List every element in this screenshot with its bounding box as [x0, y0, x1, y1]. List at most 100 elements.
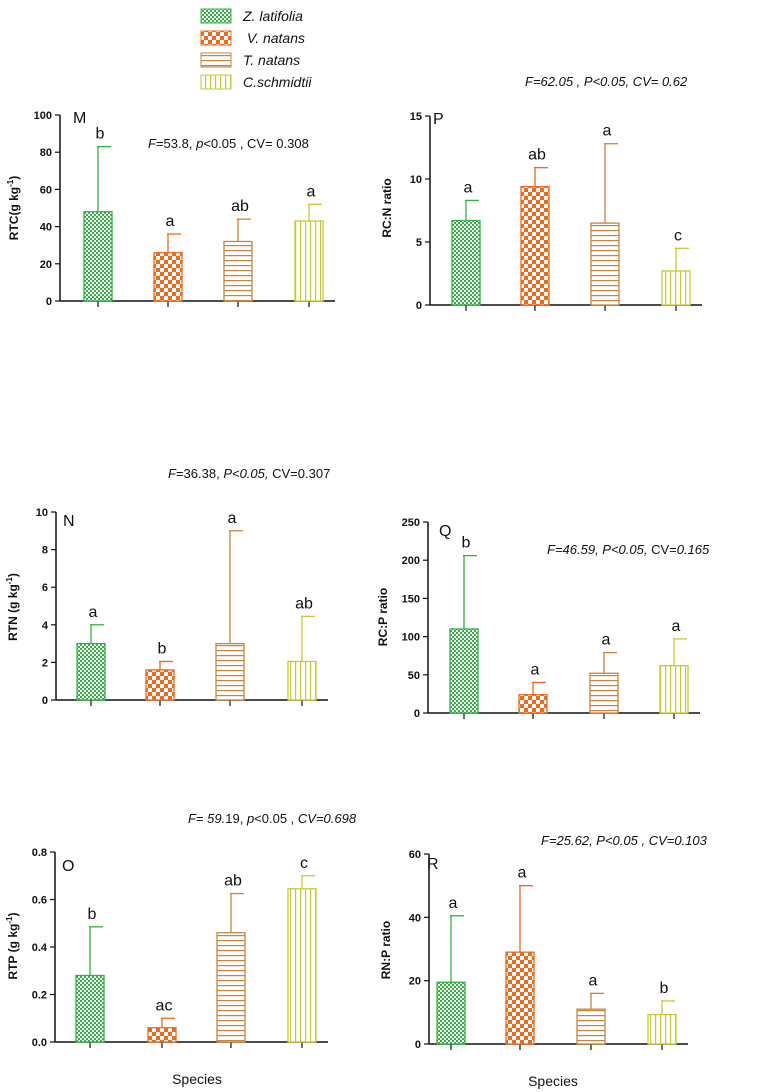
- panel-letter-o: O: [62, 858, 74, 875]
- y-tick-label-q: 150: [402, 593, 420, 605]
- bar-o-t-natans: [216, 932, 246, 1043]
- legend-label-t-natans: T. natans: [243, 52, 300, 68]
- chart-panel-o: 0.0 0.2 0.4 0.6 0.8 b ac ab c O RTP (g kg-1) F= 59.…: [5, 811, 357, 1087]
- y-tick-label-m: 80: [40, 147, 52, 159]
- significance-letter-m-t-natans: ab: [231, 198, 249, 215]
- y-tick-label-n: 4: [42, 620, 49, 632]
- significance-letter-o-t-natans: ab: [224, 873, 242, 890]
- y-tick-label-n: 0: [42, 695, 48, 707]
- significance-letter-q-z-latifolia: b: [462, 535, 471, 552]
- significance-letter-n-t-natans: a: [228, 510, 237, 527]
- legend-label-v-natans: V. natans: [243, 30, 305, 46]
- panel-letter-m: M: [73, 110, 86, 127]
- significance-letter-o-z-latifolia: b: [88, 906, 97, 923]
- y-tick-label-n: 6: [42, 582, 48, 594]
- y-tick-label-p: 15: [410, 111, 422, 123]
- bar-m-v-natans: [153, 251, 183, 302]
- significance-letter-q-v-natans: a: [531, 661, 540, 678]
- stats-annotation-p: F=62.05 , P<0.05, CV= 0.62: [525, 74, 688, 89]
- y-tick-label-r: 20: [409, 976, 421, 988]
- chart-panel-m: 0 20 40 60 80 100 b a ab a M RTC(g kg-1) F=53.8, p<0…: [6, 110, 335, 308]
- legend-label-c-schmidtii: C.schmidtii: [243, 74, 312, 90]
- y-tick-label-r: 0: [415, 1039, 421, 1051]
- y-tick-label-n: 10: [36, 507, 48, 519]
- y-tick-label-m: 20: [40, 259, 52, 271]
- significance-letter-r-t-natans: a: [589, 972, 598, 989]
- bar-n-c-schmidtii: [287, 660, 317, 701]
- legend-swatch-z-latifolia: [200, 8, 232, 24]
- y-tick-label-m: 100: [34, 110, 52, 122]
- legend-entry-c-schmidtii: C.schmidtii: [200, 74, 312, 90]
- y-tick-label-m: 40: [40, 222, 52, 234]
- chart-panel-r: 0 20 40 60 a a a b R RN:P ratio F=25.62, P<0.05 , …: [379, 833, 708, 1089]
- significance-letter-p-t-natans: a: [603, 123, 612, 140]
- bar-q-c-schmidtii: [659, 664, 689, 714]
- y-tick-label-r: 60: [409, 849, 421, 861]
- bar-n-v-natans: [145, 669, 175, 701]
- significance-letter-r-z-latifolia: a: [449, 895, 458, 912]
- panel-letter-n: N: [63, 513, 75, 530]
- panel-letter-r: R: [427, 856, 439, 873]
- significance-letter-r-v-natans: a: [518, 865, 527, 882]
- stats-annotation-r: F=25.62, P<0.05 , CV=0.103: [541, 833, 708, 848]
- bar-r-c-schmidtii: [647, 1013, 677, 1045]
- y-tick-label-m: 60: [40, 184, 52, 196]
- y-axis-label-o: RTP (g kg-1): [5, 913, 20, 980]
- bar-p-c-schmidtii: [661, 270, 691, 306]
- significance-letter-p-v-natans: ab: [528, 147, 546, 164]
- y-tick-label-p: 10: [410, 174, 422, 186]
- y-tick-label-p: 5: [416, 237, 422, 249]
- y-tick-label-m: 0: [46, 296, 52, 308]
- legend-entry-v-natans: V. natans: [200, 30, 305, 46]
- panel-letter-p: P: [433, 111, 444, 128]
- y-axis-label-q: RC:P ratio: [376, 588, 390, 646]
- significance-letter-r-c-schmidtii: b: [660, 980, 669, 997]
- significance-letter-m-z-latifolia: b: [96, 126, 105, 143]
- bar-q-t-natans: [589, 672, 619, 714]
- legend-swatch-v-natans: [200, 30, 232, 46]
- chart-panel-q: 0 50 100 150 200 250 b a a a Q RC:P ratio F=46.59, P…: [376, 517, 710, 720]
- y-tick-label-q: 100: [402, 632, 420, 644]
- y-tick-label-q: 250: [402, 517, 420, 529]
- y-tick-label-n: 2: [42, 657, 48, 669]
- significance-letter-p-c-schmidtii: c: [674, 227, 682, 244]
- stats-annotation-n: F=36.38, P<0.05, CV=0.307: [168, 466, 330, 481]
- significance-letter-q-t-natans: a: [602, 632, 611, 649]
- bar-n-t-natans: [215, 642, 245, 701]
- legend-swatch-c-schmidtii: [200, 74, 232, 90]
- bar-r-z-latifolia: [436, 981, 466, 1045]
- significance-letter-n-v-natans: b: [158, 640, 167, 657]
- chart-panel-p: 0 5 10 15 a ab a c P RC:N ratio F=62.05 , P<0.05, …: [380, 74, 702, 312]
- y-tick-label-p: 0: [416, 300, 422, 312]
- bar-o-z-latifolia: [75, 974, 105, 1043]
- bar-o-c-schmidtii: [287, 888, 317, 1043]
- significance-letter-q-c-schmidtii: a: [672, 618, 681, 635]
- legend-entry-t-natans: T. natans: [200, 52, 300, 68]
- bar-q-z-latifolia: [449, 628, 479, 714]
- y-tick-label-o: 0.4: [32, 942, 48, 954]
- y-tick-label-o: 0.2: [32, 990, 47, 1002]
- stats-annotation-m: F=53.8, p<0.05 , CV= 0.308: [148, 136, 309, 151]
- legend-label-z-latifolia: Z. latifolia: [242, 8, 303, 24]
- y-tick-label-q: 0: [414, 708, 420, 720]
- y-tick-label-q: 200: [402, 555, 420, 567]
- bar-r-v-natans: [505, 951, 535, 1045]
- panel-letter-q: Q: [439, 523, 451, 540]
- y-tick-label-o: 0.6: [32, 895, 47, 907]
- y-axis-label-m: RTC(g kg-1): [6, 176, 21, 240]
- y-tick-label-q: 50: [408, 670, 420, 682]
- x-axis-label-o: Species: [172, 1071, 222, 1087]
- bar-r-t-natans: [576, 1008, 606, 1045]
- significance-letter-o-c-schmidtii: c: [300, 855, 308, 872]
- y-tick-label-n: 8: [42, 545, 48, 557]
- x-axis-label-r: Species: [528, 1073, 578, 1089]
- legend-swatch-t-natans: [200, 52, 232, 68]
- y-tick-label-o: 0.8: [32, 847, 47, 859]
- stats-annotation-o: F= 59.19, p<0.05 , CV=0.698: [188, 811, 357, 826]
- y-axis-label-p: RC:N ratio: [380, 178, 394, 237]
- y-tick-label-o: 0.0: [32, 1037, 47, 1049]
- bar-q-v-natans: [518, 694, 548, 714]
- significance-letter-n-z-latifolia: a: [89, 604, 98, 621]
